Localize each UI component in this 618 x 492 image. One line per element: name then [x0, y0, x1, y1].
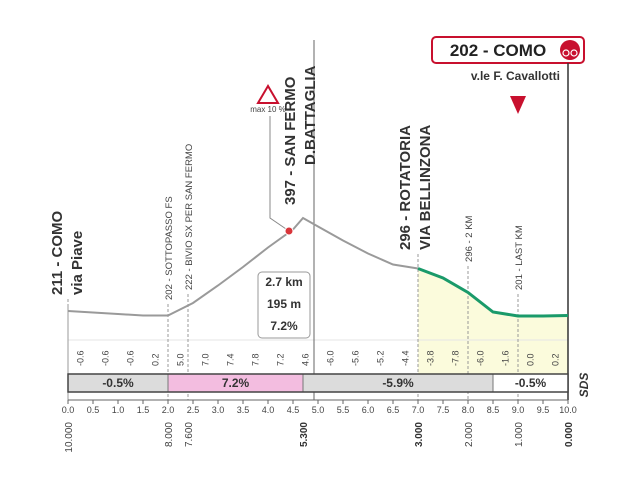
sector-label: -0.5%: [102, 376, 134, 390]
last-km-triangle: [510, 96, 526, 114]
distance-label: 7.600: [184, 422, 195, 447]
gradient-label: 5.0: [176, 353, 186, 366]
leader-line: [269, 116, 290, 232]
x-tick-label: 3.5: [237, 405, 250, 415]
gradient-label: -0.6: [126, 350, 136, 366]
climb-length: 2.7 km: [265, 275, 302, 289]
gradient-label: -0.6: [76, 350, 86, 366]
gradient-label: -6.0: [326, 350, 336, 366]
gradient-label: -1.6: [501, 350, 511, 366]
profile-line: [417, 267, 569, 318]
x-tick-label: 4.5: [287, 405, 300, 415]
sector-frame: [67, 373, 569, 393]
x-tick-label: 9.5: [537, 405, 550, 415]
distance-label: 3.000: [414, 422, 425, 447]
x-tick-label: 8.0: [462, 405, 475, 415]
finish-icon: [560, 40, 580, 60]
climb-gradient: 7.2%: [270, 319, 298, 333]
annotation: D.BATTAGLIA: [302, 65, 319, 165]
annotation: via Piave: [69, 231, 86, 295]
gradient-label: 7.2: [276, 353, 286, 366]
x-tick-label: 7.5: [437, 405, 450, 415]
x-tick-label: 2.0: [162, 405, 175, 415]
x-tick-label: 3.0: [212, 405, 225, 415]
distance-label: 8.000: [164, 422, 175, 447]
annotation: 222 - BIVIO SX PER SAN FERMO: [184, 144, 195, 290]
gradient-label: 0.2: [151, 353, 161, 366]
gradient-label: -5.2: [376, 350, 386, 366]
finish-icon-wheel: [570, 49, 578, 57]
x-tick-label: 1.5: [137, 405, 150, 415]
x-tick-label: 9.0: [512, 405, 525, 415]
gradient-label: 7.0: [201, 353, 211, 366]
annotation: 211 - COMO: [49, 210, 66, 295]
distance-label: 5.300: [299, 422, 310, 447]
gradient-label: -0.6: [101, 350, 111, 366]
sector-label: -5.9%: [382, 376, 414, 390]
x-tick-label: 6.5: [387, 405, 400, 415]
gradient-label: 7.8: [251, 353, 261, 366]
x-tick-label: 5.0: [312, 405, 325, 415]
finish-title: 202 - COMO: [450, 41, 546, 60]
plot: 211 - COMO via Piave 202 - SOTTOPASSO FS 22…: [49, 40, 577, 453]
annotation: 296 - 2 KM: [464, 215, 475, 262]
max-gradient: max 10 %: [250, 105, 286, 114]
gradient-label: -3.8: [426, 350, 436, 366]
gradient-label: 4.6: [301, 353, 311, 366]
x-tick-label: 8.5: [487, 405, 500, 415]
x-tick-label: 2.5: [187, 405, 200, 415]
x-tick-label: 0.5: [87, 405, 100, 415]
climb-gain: 195 m: [267, 297, 301, 311]
annotation: 296 - ROTATORIA: [397, 125, 414, 250]
finish-subtitle: v.le F. Cavallotti: [471, 69, 560, 83]
gradient-label: 0.2: [551, 353, 561, 366]
gradient-label: -5.6: [351, 350, 361, 366]
gradient-label: -4.4: [401, 350, 411, 366]
x-tick-label: 10.0: [559, 405, 577, 415]
distance-label: 10.000: [64, 422, 75, 453]
annotation: VIA BELLINZONA: [417, 125, 434, 250]
profile-line: [67, 216, 419, 317]
warning-sign: [256, 84, 280, 104]
sector-label: 7.2%: [222, 376, 250, 390]
finish-box: [431, 36, 585, 64]
climb-box: [257, 271, 311, 339]
annotation: 202 - SOTTOPASSO FS: [164, 196, 175, 300]
annotation: 397 - SAN FERMO: [282, 76, 299, 205]
finish-icon-wheel: [562, 49, 570, 57]
logo: SDS: [577, 373, 591, 398]
x-tick-label: 5.5: [337, 405, 350, 415]
x-tick-label: 0.0: [62, 405, 75, 415]
gradient-label: 7.4: [226, 353, 236, 366]
finish-area: [418, 268, 568, 374]
x-tick-label: 7.0: [412, 405, 425, 415]
x-tick-label: 6.0: [362, 405, 375, 415]
distance-label: 0.000: [564, 422, 575, 447]
annotation: 201 - LAST KM: [514, 225, 525, 290]
x-tick-label: 1.0: [112, 405, 125, 415]
gradient-label: -7.8: [451, 350, 461, 366]
distance-label: 2.000: [464, 422, 475, 447]
sector-label: -0.5%: [515, 376, 547, 390]
x-tick-label: 4.0: [262, 405, 275, 415]
gradient-label: 0.0: [526, 353, 536, 366]
distance-label: 1.000: [514, 422, 525, 447]
gradient-label: -6.0: [476, 350, 486, 366]
climb-dot: [284, 226, 294, 236]
